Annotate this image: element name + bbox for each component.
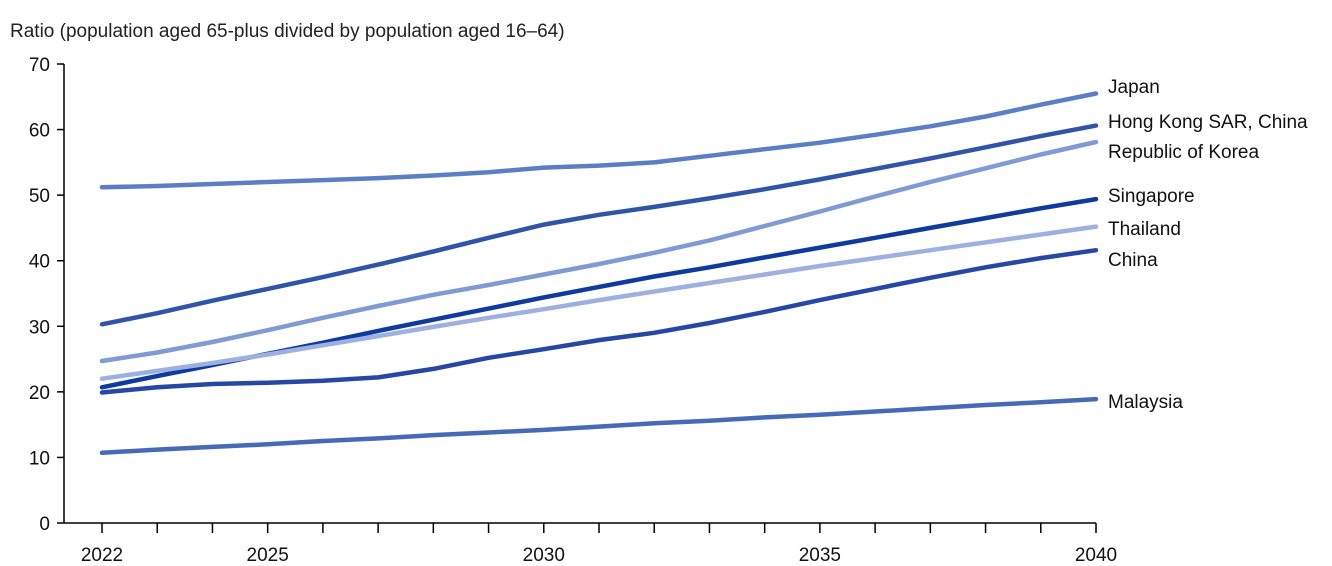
y-tick-label: 50 <box>29 186 50 207</box>
series-line <box>102 142 1096 361</box>
y-tick-label: 0 <box>39 514 50 535</box>
series-lines <box>102 94 1096 453</box>
y-axis-label: Ratio (population aged 65-plus divided b… <box>10 21 565 42</box>
x-tick-label: 2025 <box>247 545 289 566</box>
series-label: Hong Kong SAR, China <box>1108 112 1308 133</box>
series-labels: Japan Hong Kong SAR, China Republic of Kor… <box>1108 77 1308 413</box>
series-label: Japan <box>1108 77 1160 98</box>
y-tick-label: 70 <box>29 55 50 76</box>
x-tick-label: 2022 <box>81 545 123 566</box>
y-tick-label: 40 <box>29 252 50 273</box>
x-tick-label: 2035 <box>799 545 841 566</box>
y-tick-label: 60 <box>29 121 50 142</box>
series-label: Malaysia <box>1108 392 1183 413</box>
series-line <box>102 399 1096 453</box>
y-tick-label: 10 <box>29 448 50 469</box>
y-tick-label: 30 <box>29 317 50 338</box>
series-line <box>102 227 1096 379</box>
series-label: China <box>1108 250 1158 271</box>
series-label: Thailand <box>1108 219 1181 240</box>
x-tick-label: 2040 <box>1075 545 1117 566</box>
series-label: Republic of Korea <box>1108 142 1259 163</box>
series-label: Singapore <box>1108 186 1195 207</box>
series-line <box>102 94 1096 188</box>
series-line <box>102 250 1096 392</box>
y-tick-label: 20 <box>29 383 50 404</box>
x-tick-label: 2030 <box>523 545 565 566</box>
